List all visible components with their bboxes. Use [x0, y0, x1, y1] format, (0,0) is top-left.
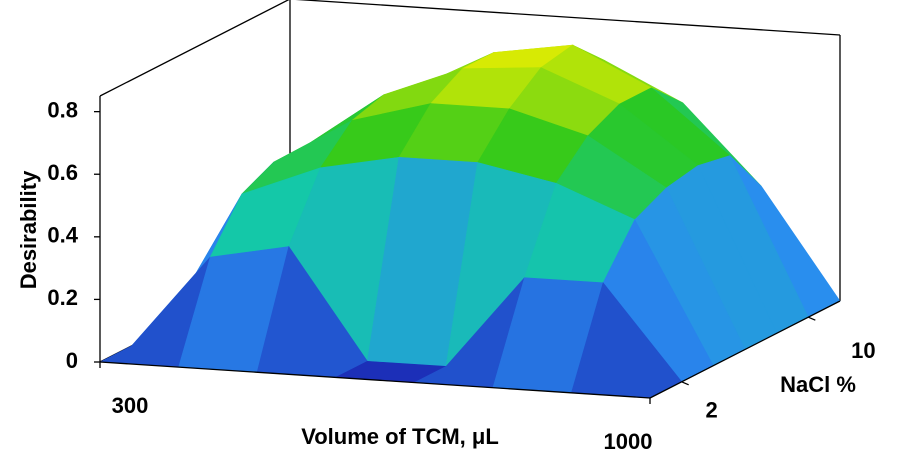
z-tick-label: 0.6 — [47, 160, 78, 185]
z-tick-label: 0.8 — [47, 97, 78, 122]
z-tick-label: 0 — [66, 348, 78, 373]
z-axis-title: Desirability — [16, 170, 41, 289]
axis-edge — [99, 361, 651, 399]
x-tick-label: 300 — [112, 393, 149, 418]
x-tick-label: 1000 — [604, 429, 653, 454]
z-tick-label: 0.2 — [47, 285, 78, 310]
axis-edge — [295, 0, 841, 36]
surface — [98, 44, 841, 399]
z-tick-label: 0.4 — [47, 223, 78, 248]
axis-edge — [99, 0, 290, 97]
y-tick-label: 10 — [851, 338, 875, 363]
x-axis-title: Volume of TCM, μL — [301, 424, 499, 449]
y-tick — [808, 316, 816, 321]
y-tick — [681, 381, 689, 386]
y-axis-title: NaCl % — [780, 372, 856, 397]
y-tick-label: 2 — [706, 398, 718, 423]
